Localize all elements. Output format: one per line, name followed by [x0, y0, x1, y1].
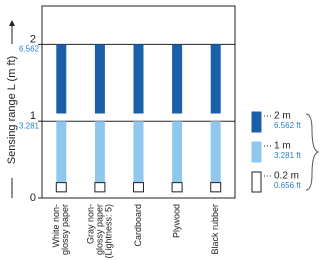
x-tick-label: (Lightness: 5)	[103, 204, 113, 259]
range-bar	[94, 182, 106, 193]
x-tick-label: Gray non-	[85, 204, 95, 244]
x-tick-label: glossy paper	[94, 204, 104, 255]
legend-sublabel: 6.562 ft	[274, 121, 301, 130]
x-tick-label: Plywood	[171, 204, 181, 238]
legend-sublabel: 3.281 ft	[274, 151, 301, 160]
range-bar	[133, 182, 144, 193]
range-bar	[210, 44, 221, 114]
range-bar	[55, 182, 67, 193]
range-bar	[172, 44, 183, 114]
legend-swatch	[251, 141, 262, 163]
y-axis-title: Sensing range L (m ft)	[6, 56, 18, 164]
y-tick-label-ft: 3.281	[19, 121, 40, 130]
legend-sublabel: 0.656 ft	[274, 181, 301, 190]
range-bar	[210, 121, 221, 191]
x-tick-label: Cardboard	[133, 204, 143, 247]
legend-swatch	[251, 111, 262, 133]
legend-brace	[305, 113, 320, 191]
x-tick-label: Black rubber	[210, 204, 220, 255]
y-tick-label: 0	[30, 192, 36, 204]
x-tick-label: White non-	[51, 204, 61, 248]
range-bar	[172, 121, 183, 191]
legend-label: 2 m	[274, 111, 291, 122]
range-bar	[56, 44, 67, 114]
range-bar	[210, 182, 222, 193]
range-bar	[94, 121, 105, 191]
range-bar	[94, 44, 105, 114]
y-tick-label-ft: 6.562	[19, 45, 40, 54]
axis-arrow-head	[9, 20, 15, 26]
legend-label: 0.2 m	[274, 171, 299, 182]
legend-label: 1 m	[274, 141, 291, 152]
y-axis-title-group: Sensing range L (m ft)	[6, 20, 18, 198]
range-bar	[171, 182, 183, 193]
range-bar	[133, 44, 144, 114]
range-bar	[133, 121, 144, 191]
x-tick-label: glossy paper	[60, 204, 70, 255]
y-tick-label: 1	[30, 110, 36, 122]
range-bar	[56, 121, 67, 191]
y-tick-label: 2	[30, 33, 36, 45]
legend-swatch	[251, 171, 262, 193]
